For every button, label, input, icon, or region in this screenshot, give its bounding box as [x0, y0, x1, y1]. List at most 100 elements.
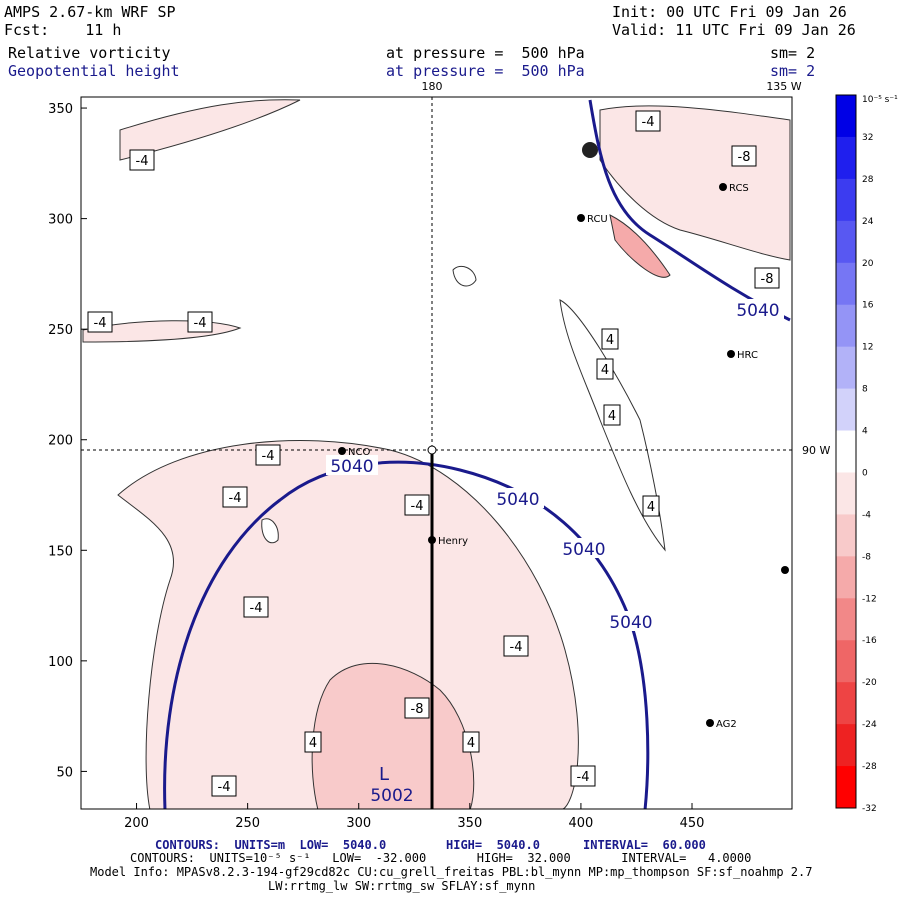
height-label: 5040 [330, 457, 373, 477]
station-marker [706, 719, 714, 727]
y-tick-label: 350 [48, 102, 73, 117]
init-time: Init: 00 UTC Fri 09 Jan 26 [612, 3, 847, 21]
vort-label: -4 [250, 601, 263, 616]
vort-label: -4 [510, 640, 523, 655]
field2-name: Geopotential height [8, 62, 180, 80]
vort-label-box [87, 311, 113, 333]
vort-label: -8 [738, 150, 751, 165]
vort-label: -4 [642, 115, 655, 130]
footer-model-info: Model Info: MPASv8.2.3-194-gf29cd82c CU:… [90, 865, 813, 879]
colorbar-tick-label: -32 [862, 804, 877, 814]
height-label: 5040 [736, 301, 779, 321]
colorbar-frame [835, 94, 857, 809]
vort-label: 4 [309, 736, 317, 751]
colorbar-tick-label: -8 [862, 552, 871, 562]
field1-level: at pressure = 500 hPa [386, 44, 585, 62]
station-marker [727, 350, 735, 358]
vort-label-box [596, 358, 614, 380]
vort-label-box [603, 404, 621, 426]
vort-label: -4 [136, 154, 149, 169]
colorbar-tick-label: 32 [862, 133, 873, 143]
station-marker [338, 447, 346, 455]
colorbar-bin [836, 220, 856, 264]
x-tick-label: 450 [680, 816, 705, 831]
colorbar-tick-label: -16 [862, 636, 877, 646]
vort-max-blob [582, 142, 598, 158]
vort-label-box [187, 311, 213, 333]
vort-label-box [503, 635, 529, 657]
y-tick-label: 300 [48, 213, 73, 228]
colorbar-bin [836, 262, 856, 306]
colorbar-tick-label: 8 [862, 385, 868, 395]
colorbar-tick-label: 12 [862, 343, 873, 353]
colorbar-bin [836, 388, 856, 432]
model-title: AMPS 2.67-km WRF SP [4, 3, 176, 21]
colorbar-tick-label: -20 [862, 678, 877, 688]
vort-small-cell-2 [452, 265, 477, 287]
colorbar-tick-label: 24 [862, 217, 874, 227]
lon-135w-label: 135 W [766, 80, 801, 93]
station-label: HRC [737, 350, 758, 361]
axes: 200 250 300 350 400 450 50 100 150 200 250 300 350 [48, 102, 704, 831]
colorbar-tick-label: -4 [862, 510, 871, 520]
vort-label-box [601, 328, 619, 350]
field2-smooth: sm= 2 [770, 62, 816, 80]
colorbar-bin [836, 766, 856, 809]
vort-label: -8 [411, 702, 424, 717]
vort-label-box [211, 775, 237, 797]
pole-marker [427, 445, 437, 455]
vort-label: -4 [577, 770, 590, 785]
height-label-bg [326, 455, 378, 475]
station-marker [428, 536, 436, 544]
low-center-value: 5002 [370, 786, 413, 806]
height-label: 5040 [562, 540, 605, 560]
field1-name: Relative vorticity [8, 44, 171, 62]
vort-label-box [642, 495, 660, 517]
vort-label: -4 [218, 780, 231, 795]
colorbar-bin [836, 95, 856, 138]
vort-label-box [462, 731, 480, 753]
colorbar-tick-label: -12 [862, 594, 877, 604]
colorbar-bin [836, 304, 856, 348]
vort-neg12-ne [609, 214, 671, 278]
colorbar-bin [836, 136, 856, 180]
vort-label: -4 [411, 499, 424, 514]
x-tick-label: 300 [346, 816, 371, 831]
colorbar-unit: 10⁻⁵ s⁻¹ [862, 95, 898, 105]
station-label: Henry [438, 536, 468, 547]
lon-180-label: 180 [422, 80, 443, 93]
colorbar-bin [836, 640, 856, 683]
station-label: RCU [587, 214, 608, 225]
colorbar-bin [836, 514, 856, 557]
x-tick-label: 250 [235, 816, 260, 831]
station-label: NCO [348, 447, 370, 458]
colorbar-bin [836, 682, 856, 725]
vort-label: -4 [94, 316, 107, 331]
vort-label: -4 [262, 449, 275, 464]
footer-height-high: HIGH= 5040.0 [446, 838, 540, 852]
colorbar-tick-label: 20 [862, 259, 874, 269]
vort-label: 4 [606, 333, 614, 348]
colorbar-bin [836, 598, 856, 641]
vort-label: -4 [229, 491, 242, 506]
low-center-label: L [379, 764, 389, 785]
height-5040-contour-ne [588, 99, 791, 322]
valid-time: Valid: 11 UTC Fri 09 Jan 26 [612, 21, 856, 39]
lat-90w-label: 90 W [802, 444, 830, 457]
colorbar-tick-label: 0 [862, 468, 868, 478]
vort-neg4-ne [599, 105, 791, 261]
forecast-hour: Fcst: 11 h [4, 21, 122, 39]
vort-label-box [731, 145, 757, 167]
vort-label: 4 [601, 363, 609, 378]
vort-label-box [570, 765, 596, 787]
colorbar-tick-label: -28 [862, 762, 877, 772]
plot-frame [80, 96, 793, 810]
colorbar: 32 28 24 20 16 12 8 4 0 -4 -8 -12 -16 -20 -24 -28 -32 [835, 94, 877, 814]
field1-smooth: sm= 2 [770, 44, 816, 62]
footer-vort-contours: CONTOURS: UNITS=10⁻⁵ s⁻¹ LOW= -32.000 HI… [130, 851, 752, 865]
field2-level: at pressure = 500 hPa [386, 62, 585, 80]
vort-label-box [255, 444, 281, 466]
vort-small-cell [261, 518, 279, 544]
height-label-bg [492, 488, 544, 508]
